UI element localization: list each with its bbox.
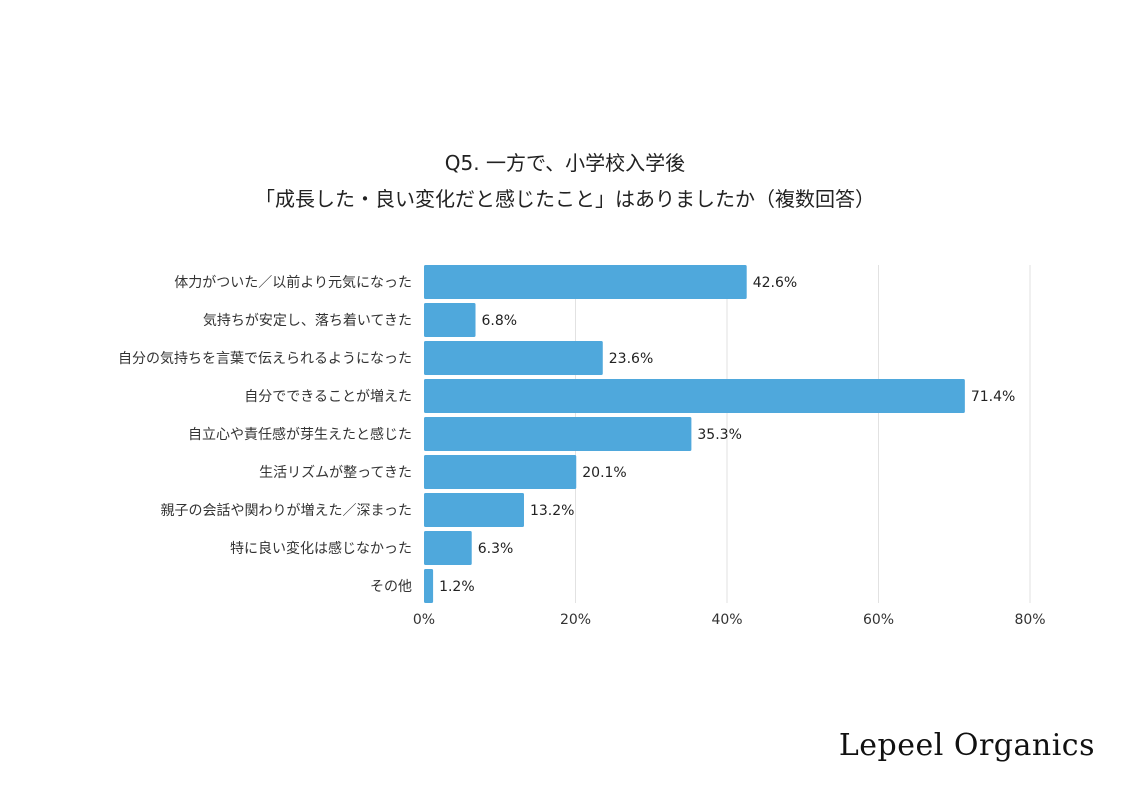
- x-tick-label: 0%: [413, 612, 435, 628]
- category-label: 自分の気持ちを言葉で伝えられるようになった: [118, 351, 412, 367]
- category-label: 自立心や責任感が芽生えたと感じた: [188, 426, 412, 443]
- bar: [424, 303, 476, 337]
- bar: [424, 493, 524, 527]
- data-label: 42.6%: [753, 275, 797, 291]
- data-label: 20.1%: [582, 465, 626, 481]
- data-label: 6.8%: [482, 313, 518, 329]
- bar: [424, 569, 434, 603]
- data-label: 1.2%: [439, 579, 475, 595]
- data-label: 35.3%: [697, 427, 741, 443]
- bar: [424, 417, 692, 451]
- bar: [424, 341, 603, 375]
- chart-title-line-1: Q5. 一方で、小学校入学後: [445, 151, 685, 175]
- data-label: 13.2%: [530, 503, 574, 519]
- x-tick-label: 20%: [560, 612, 591, 628]
- category-label: 親子の会話や関わりが増えた／深まった: [161, 502, 412, 519]
- bar: [424, 265, 747, 299]
- category-label: 生活リズムが整ってきた: [259, 465, 412, 481]
- data-label: 23.6%: [609, 351, 653, 367]
- data-label: 71.4%: [971, 389, 1015, 405]
- chart-title-line-2: 「成長した・良い変化だと感じたこと」はありましたか（複数回答）: [255, 187, 875, 211]
- data-label: 6.3%: [478, 541, 514, 557]
- category-label: 自分でできることが増えた: [244, 389, 412, 405]
- x-tick-label: 40%: [711, 612, 742, 628]
- category-label: 体力がついた／以前より元気になった: [174, 274, 412, 291]
- category-label: 特に良い変化は感じなかった: [230, 540, 412, 557]
- category-label: 気持ちが安定し、落ち着いてきた: [203, 313, 412, 329]
- bar: [424, 379, 965, 413]
- bar: [424, 531, 472, 565]
- bar: [424, 455, 577, 489]
- brand-logo: Lepeel Organics: [838, 728, 1095, 763]
- category-label: その他: [370, 579, 412, 595]
- x-tick-label: 80%: [1014, 612, 1045, 628]
- x-tick-label: 60%: [863, 612, 894, 628]
